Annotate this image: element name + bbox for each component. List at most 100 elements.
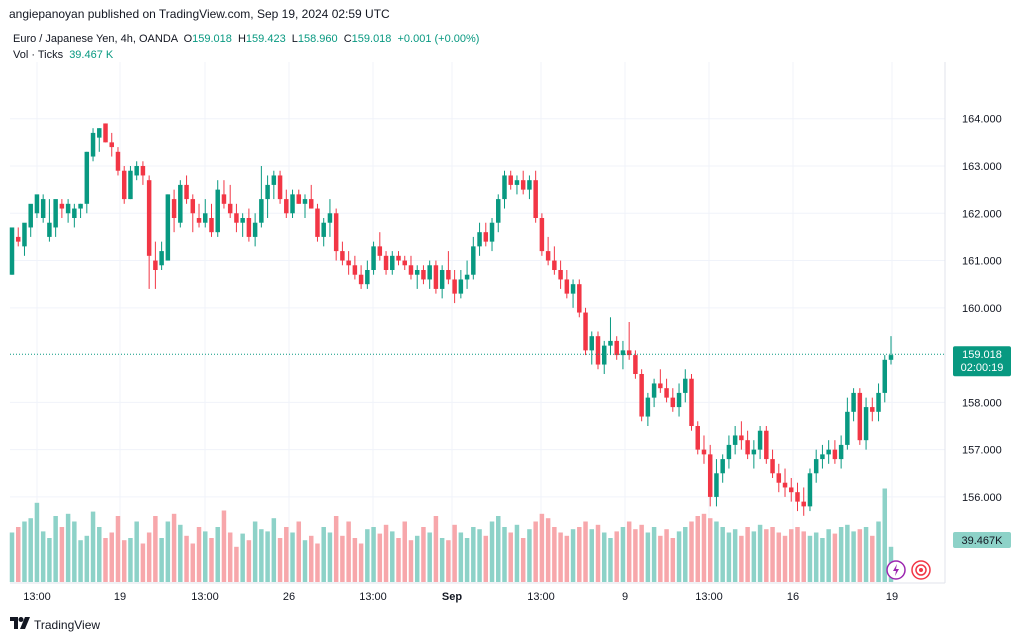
- volume-bar: [807, 535, 813, 582]
- volume-bar: [352, 538, 358, 582]
- volume-bar: [28, 518, 33, 582]
- volume-bar: [171, 513, 177, 582]
- volume-bar: [533, 521, 538, 582]
- volume-bar: [583, 521, 588, 582]
- candle: [296, 189, 302, 204]
- volume-bar: [633, 529, 638, 582]
- alert-target-icon[interactable]: [911, 560, 931, 580]
- candle: [583, 307, 588, 356]
- candle: [196, 203, 202, 228]
- volume-bar: [340, 535, 345, 582]
- volume-bar: [508, 532, 513, 582]
- symbol-title[interactable]: Euro / Japanese Yen, 4h, OANDA: [13, 33, 178, 45]
- volume-bar: [178, 524, 183, 582]
- candle: [614, 336, 619, 360]
- candle: [608, 317, 613, 356]
- candle: [128, 166, 133, 200]
- volume-badge-label: 39.467K: [962, 535, 1004, 547]
- volume-bar: [315, 543, 320, 582]
- volume-bar: [570, 529, 576, 582]
- candle: [203, 199, 208, 228]
- candle: [813, 449, 819, 483]
- candle: [327, 199, 333, 237]
- volume-bar: [333, 516, 339, 582]
- volume-label[interactable]: Vol · Ticks: [13, 49, 64, 61]
- price-tick-label: 163.000: [962, 161, 1002, 173]
- volume-bar: [190, 543, 196, 582]
- candle: [290, 189, 295, 218]
- candle: [215, 180, 220, 237]
- volume-bar: [446, 540, 451, 582]
- volume-bar: [184, 535, 189, 582]
- candle: [121, 166, 127, 204]
- volume-bar: [383, 524, 389, 582]
- volume-bar: [252, 521, 258, 582]
- volume-bar: [658, 535, 663, 582]
- volume-bar: [240, 533, 245, 582]
- volume-bar: [564, 535, 570, 582]
- volume-bar: [645, 532, 651, 582]
- volume-bar: [290, 532, 295, 582]
- volume-bar: [414, 535, 420, 582]
- candle: [103, 123, 108, 143]
- candle: [751, 440, 757, 469]
- candle: [552, 246, 557, 275]
- volume-bar: [215, 527, 220, 582]
- volume-bar: [72, 521, 77, 582]
- candle: [421, 265, 426, 285]
- candle: [545, 236, 551, 266]
- volume-bar: [620, 527, 626, 582]
- change-value: +0.001 (+0.00%): [397, 33, 480, 45]
- candle: [358, 265, 364, 289]
- volume-bar: [714, 521, 719, 582]
- price-tick-label: 157.000: [962, 445, 1002, 457]
- last-price-badge: [953, 346, 1011, 377]
- volume-bar: [296, 521, 302, 582]
- time-tick-label: 16: [787, 591, 799, 603]
- volume-bar: [121, 540, 127, 582]
- price-tick-label: 156.000: [962, 492, 1002, 504]
- candle: [570, 279, 576, 308]
- candle: [720, 454, 725, 483]
- candle: [165, 194, 171, 261]
- replay-icon[interactable]: [886, 560, 906, 580]
- candle: [739, 421, 744, 450]
- volume-badge: [953, 532, 1011, 548]
- volume-bar: [271, 518, 277, 582]
- close-key: C: [343, 33, 352, 45]
- candle: [514, 175, 520, 195]
- volume-bar: [209, 538, 214, 582]
- volume-bar: [371, 527, 376, 582]
- candle: [234, 203, 239, 233]
- candle: [59, 199, 65, 218]
- time-tick-label: 9: [622, 591, 628, 603]
- candle: [464, 260, 470, 289]
- symbol-legend: Euro / Japanese Yen, 4h, OANDA O159.018 …: [13, 33, 479, 45]
- candle: [65, 199, 71, 223]
- price-tick-label: 160.000: [962, 303, 1002, 315]
- volume-bar: [464, 538, 470, 582]
- volume-bar: [265, 531, 270, 582]
- price-tick-label: 161.000: [962, 256, 1002, 268]
- volume-bar: [795, 527, 800, 582]
- volume-bar: [776, 532, 782, 582]
- candle: [707, 444, 713, 507]
- volume-bar: [882, 488, 888, 582]
- candle: [333, 208, 339, 261]
- candle: [564, 270, 570, 299]
- volume-bar: [227, 532, 233, 582]
- candle: [352, 255, 358, 280]
- volume-bar: [832, 533, 838, 582]
- volume-bar: [789, 529, 794, 582]
- volume-bar: [701, 513, 707, 582]
- candle: [159, 241, 164, 270]
- candle: [776, 463, 782, 493]
- volume-bar: [103, 538, 108, 582]
- candle: [807, 468, 813, 512]
- volume-bar: [527, 529, 532, 582]
- candle: [651, 378, 657, 408]
- candle: [302, 194, 308, 218]
- candle: [390, 251, 395, 275]
